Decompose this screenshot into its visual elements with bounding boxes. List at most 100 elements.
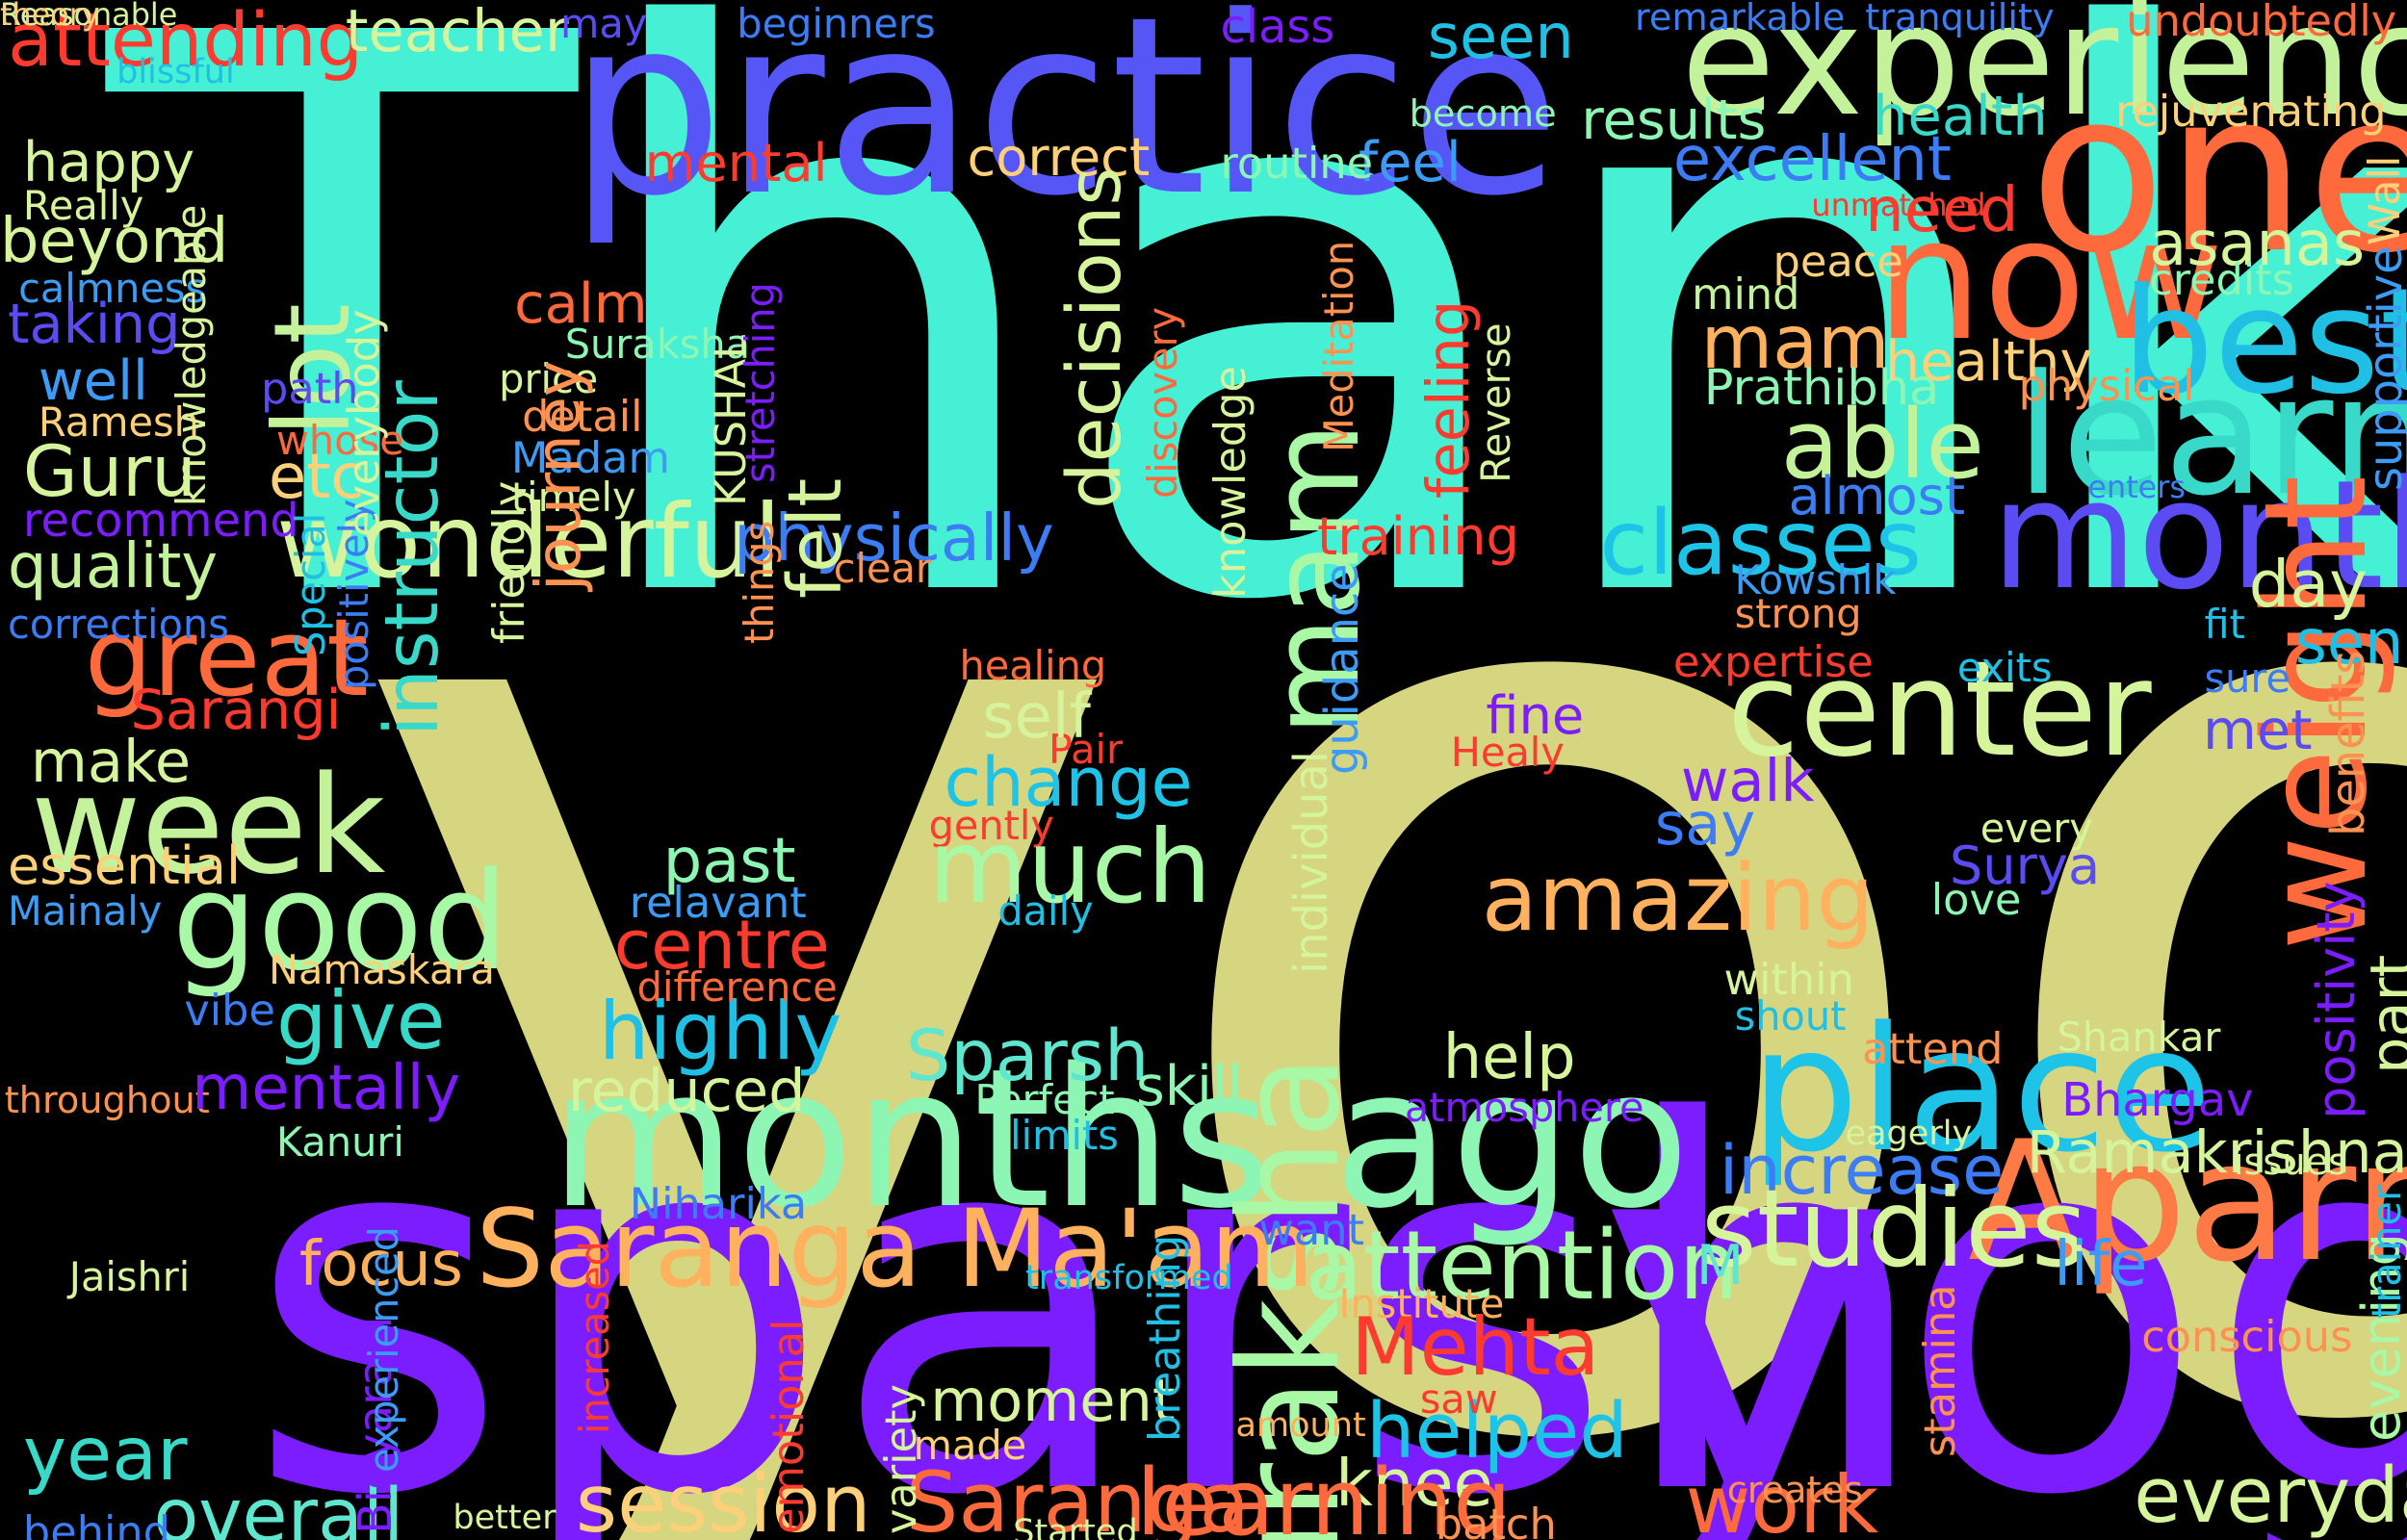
cloud-word: calm <box>514 270 648 336</box>
cloud-word: essential <box>7 835 242 897</box>
cloud-word: sparsh <box>246 1016 1935 1540</box>
cloud-word: rejuvenating <box>2115 87 2387 138</box>
cloud-word: amazing <box>1481 844 1876 953</box>
cloud-word: friendly <box>484 480 535 645</box>
cloud-word: session <box>575 1456 871 1540</box>
cloud-word: discovery <box>1139 306 1186 499</box>
cloud-word: Sparsh <box>905 1015 1150 1098</box>
cloud-word: eagerly <box>1845 1114 1973 1154</box>
cloud-word: attend <box>1862 1023 2004 1074</box>
cloud-word: benefits <box>2321 650 2375 836</box>
cloud-word: strong <box>1734 591 1862 638</box>
cloud-word: focus <box>298 1228 464 1300</box>
cloud-word: beyond <box>0 205 229 277</box>
cloud-word: met <box>2202 697 2313 762</box>
cloud-word: increased <box>571 1241 618 1435</box>
cloud-word: tranquility <box>1865 0 2055 39</box>
cloud-word: sense <box>2294 607 2407 680</box>
cloud-word: Suraksha <box>564 321 750 368</box>
cloud-word: life <box>2054 1228 2148 1300</box>
cloud-word: week <box>30 747 386 905</box>
cloud-word: health <box>1873 84 2048 149</box>
cloud-word: feeling <box>1414 299 1483 499</box>
cloud-word: increase <box>1719 1130 2005 1210</box>
cloud-word: highly <box>598 985 842 1079</box>
cloud-word: Shankar <box>2057 1014 2221 1062</box>
cloud-word: difference <box>636 963 838 1011</box>
cloud-word: variety <box>875 1383 926 1534</box>
cloud-word: decisions <box>1052 167 1139 510</box>
cloud-word: journey <box>524 359 596 591</box>
cloud-word: etc <box>269 442 365 514</box>
cloud-word: knowledge <box>1205 365 1256 599</box>
cloud-word: mentally <box>192 1052 461 1124</box>
cloud-word: healthy <box>1884 329 2093 395</box>
cloud-word: behind <box>22 1506 170 1540</box>
cloud-word: positivity <box>2305 881 2367 1120</box>
cloud-word: seen <box>1427 1 1574 73</box>
cloud-word: amount <box>1235 1404 1366 1445</box>
cloud-word: training <box>1316 505 1519 567</box>
cloud-word: happy <box>22 130 195 195</box>
cloud-word: every <box>1980 806 2093 853</box>
cloud-word: Kowshik <box>1734 557 1897 604</box>
cloud-word: months ago <box>549 1026 1691 1250</box>
cloud-word: Sarangi <box>130 678 342 743</box>
cloud-word: say <box>1654 791 1756 860</box>
cloud-word: Saranga <box>905 1454 1251 1540</box>
cloud-word: give <box>275 973 446 1067</box>
cloud-word: almost <box>1788 466 1966 527</box>
cloud-word: make <box>30 728 192 796</box>
cloud-word: routine <box>1220 139 1374 190</box>
cloud-word: Wall <box>2360 155 2407 245</box>
cloud-word: Healy <box>1450 729 1565 776</box>
cloud-word: atmosphere <box>1404 1085 1644 1132</box>
cloud-word: price <box>499 356 599 403</box>
cloud-word: classes <box>1599 490 1922 595</box>
cloud-word: Saranga Ma'am <box>476 1187 1315 1312</box>
cloud-word: Ramesh <box>38 399 199 447</box>
cloud-word: guidance <box>1316 563 1370 775</box>
cloud-word: physical <box>2018 361 2195 412</box>
cloud-word: center <box>1726 633 2152 787</box>
cloud-word: felt <box>772 477 859 599</box>
cloud-word: Meditation <box>1316 241 1363 453</box>
cloud-word: individual <box>1285 750 1339 974</box>
cloud-word: Guru <box>22 431 196 514</box>
cloud-word: quality <box>7 530 219 603</box>
cloud-word: fit <box>2204 602 2245 649</box>
cloud-word: Perfect <box>974 1077 1115 1124</box>
cloud-word: Really <box>22 183 144 230</box>
cloud-word: recommend <box>22 494 299 548</box>
cloud-word: best <box>2121 255 2407 426</box>
cloud-word: attending <box>7 0 364 84</box>
cloud-word: credits <box>2149 255 2294 306</box>
cloud-word: yoga <box>337 164 2407 1540</box>
cloud-word: Reverse <box>1472 322 1519 483</box>
cloud-word: much <box>928 807 1212 926</box>
cloud-word: physically <box>734 500 1054 576</box>
cloud-word: Started <box>1013 1512 1138 1540</box>
cloud-word: Mainaly <box>7 888 163 936</box>
cloud-word: stamina <box>1915 1284 1965 1457</box>
cloud-word: knee <box>1335 1445 1493 1521</box>
cloud-word: helped <box>1366 1385 1628 1476</box>
cloud-word: months <box>1990 448 2407 624</box>
cloud-word: centre <box>613 905 830 985</box>
cloud-word: relavant <box>629 878 807 929</box>
cloud-word: class <box>1220 0 1335 54</box>
cloud-word: daily <box>997 888 1094 936</box>
cloud-word: moment <box>930 1368 1176 1436</box>
cloud-word: part <box>2359 954 2407 1074</box>
cloud-word: Pair <box>1048 726 1124 773</box>
cloud-word: detail <box>522 392 643 443</box>
cloud-word: issues <box>2233 1140 2348 1184</box>
cloud-word: skill <box>1135 1053 1243 1118</box>
cloud-word: whose <box>275 418 404 465</box>
cloud-word: batch <box>1435 1499 1557 1540</box>
cloud-word: learning <box>1135 1448 1512 1540</box>
cloud-word: yoga <box>1596 1016 2407 1540</box>
cloud-word: transformed <box>1025 1257 1233 1297</box>
cloud-word: love <box>1930 875 2022 926</box>
cloud-word: taking <box>7 291 181 356</box>
